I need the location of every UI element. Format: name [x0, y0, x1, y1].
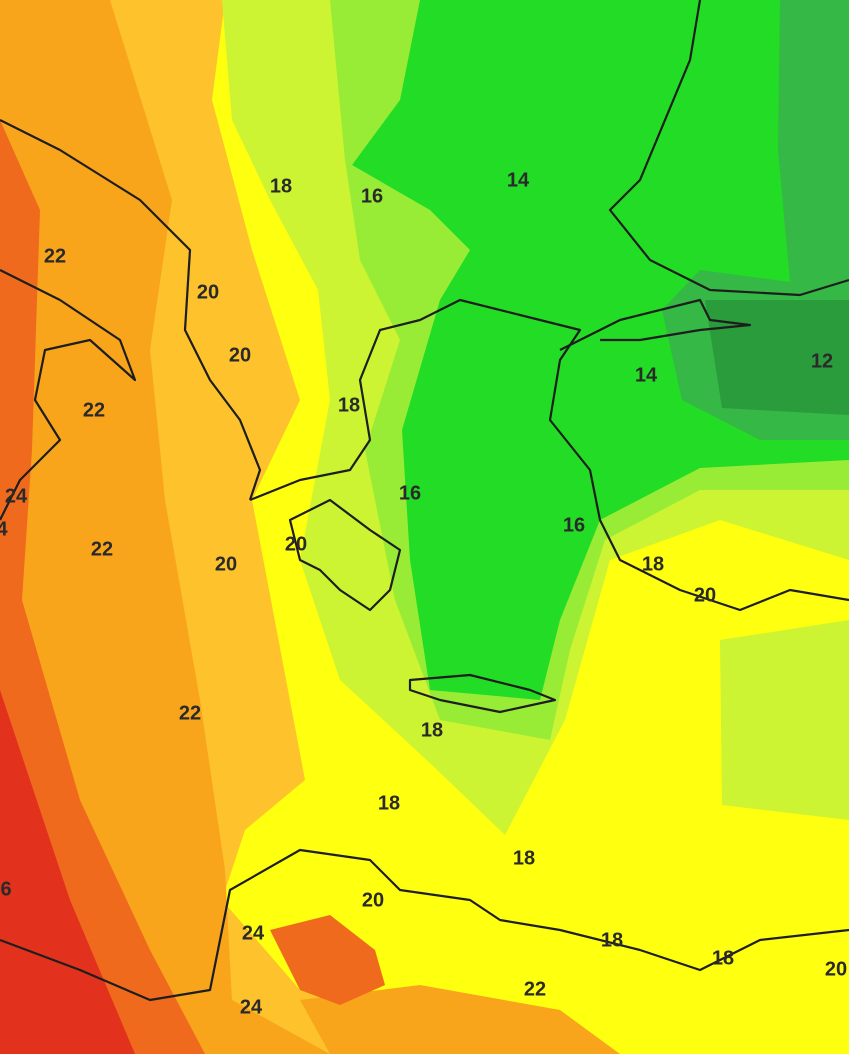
- zone-orange-south: [300, 985, 620, 1054]
- contour-label: 16: [399, 482, 421, 504]
- contour-label: 16: [563, 514, 585, 536]
- contour-label: 20: [285, 533, 307, 555]
- coastline-italy: [0, 269, 137, 521]
- zone-red-orange: [0, 120, 205, 1054]
- contour-label: 20: [197, 281, 219, 303]
- contour-label: 20: [215, 553, 237, 575]
- coastline-crete: [408, 673, 557, 714]
- contour-label: 22: [83, 399, 105, 421]
- zone-yellow-green-east: [720, 620, 849, 820]
- contour-label: 22: [524, 978, 546, 1000]
- contour-label: 20: [229, 344, 251, 366]
- coastline-adriatic: [0, 119, 262, 501]
- contour-label: 22: [44, 245, 66, 267]
- contour-label: 18: [378, 792, 400, 814]
- contour-label: 24: [242, 922, 265, 944]
- contour-label: 18: [601, 929, 623, 951]
- contour-label: 22: [91, 538, 113, 560]
- zone-orange: [0, 0, 330, 1054]
- contour-label: 20: [362, 889, 384, 911]
- coastline-black-sea: [608, 0, 849, 297]
- contour-label: 24: [5, 485, 28, 507]
- zone-red: [0, 690, 135, 1054]
- contour-label: 20: [694, 584, 716, 606]
- contour-label: 18: [421, 719, 443, 741]
- coastline-africa: [0, 848, 849, 1002]
- contour-label: 18: [712, 947, 734, 969]
- contour-label: 14: [507, 169, 530, 191]
- contour-label: 6: [0, 878, 11, 900]
- contour-labels: 18 16 14 22 20 20 14 12 22 18 24 4 16 16…: [0, 169, 847, 1018]
- contour-label: 14: [635, 364, 658, 386]
- contour-label: 18: [270, 175, 292, 197]
- coastlines: [0, 0, 849, 1002]
- zone-green: [352, 0, 849, 700]
- contour-label: 16: [361, 185, 383, 207]
- coastline-peloponnese: [288, 498, 402, 612]
- contour-label: 20: [825, 958, 847, 980]
- coastline-greece: [249, 298, 849, 612]
- contour-label: 18: [642, 553, 664, 575]
- contour-label: 18: [513, 847, 535, 869]
- coastline-bosporus: [559, 298, 752, 351]
- contour-label: 4: [0, 518, 8, 540]
- zone-darkest-green: [705, 300, 849, 415]
- contour-label: 24: [240, 996, 263, 1018]
- zone-red-orange-blob: [270, 915, 385, 1005]
- contour-label: 18: [338, 394, 360, 416]
- contour-label: 12: [811, 350, 833, 372]
- contour-label: 22: [179, 702, 201, 724]
